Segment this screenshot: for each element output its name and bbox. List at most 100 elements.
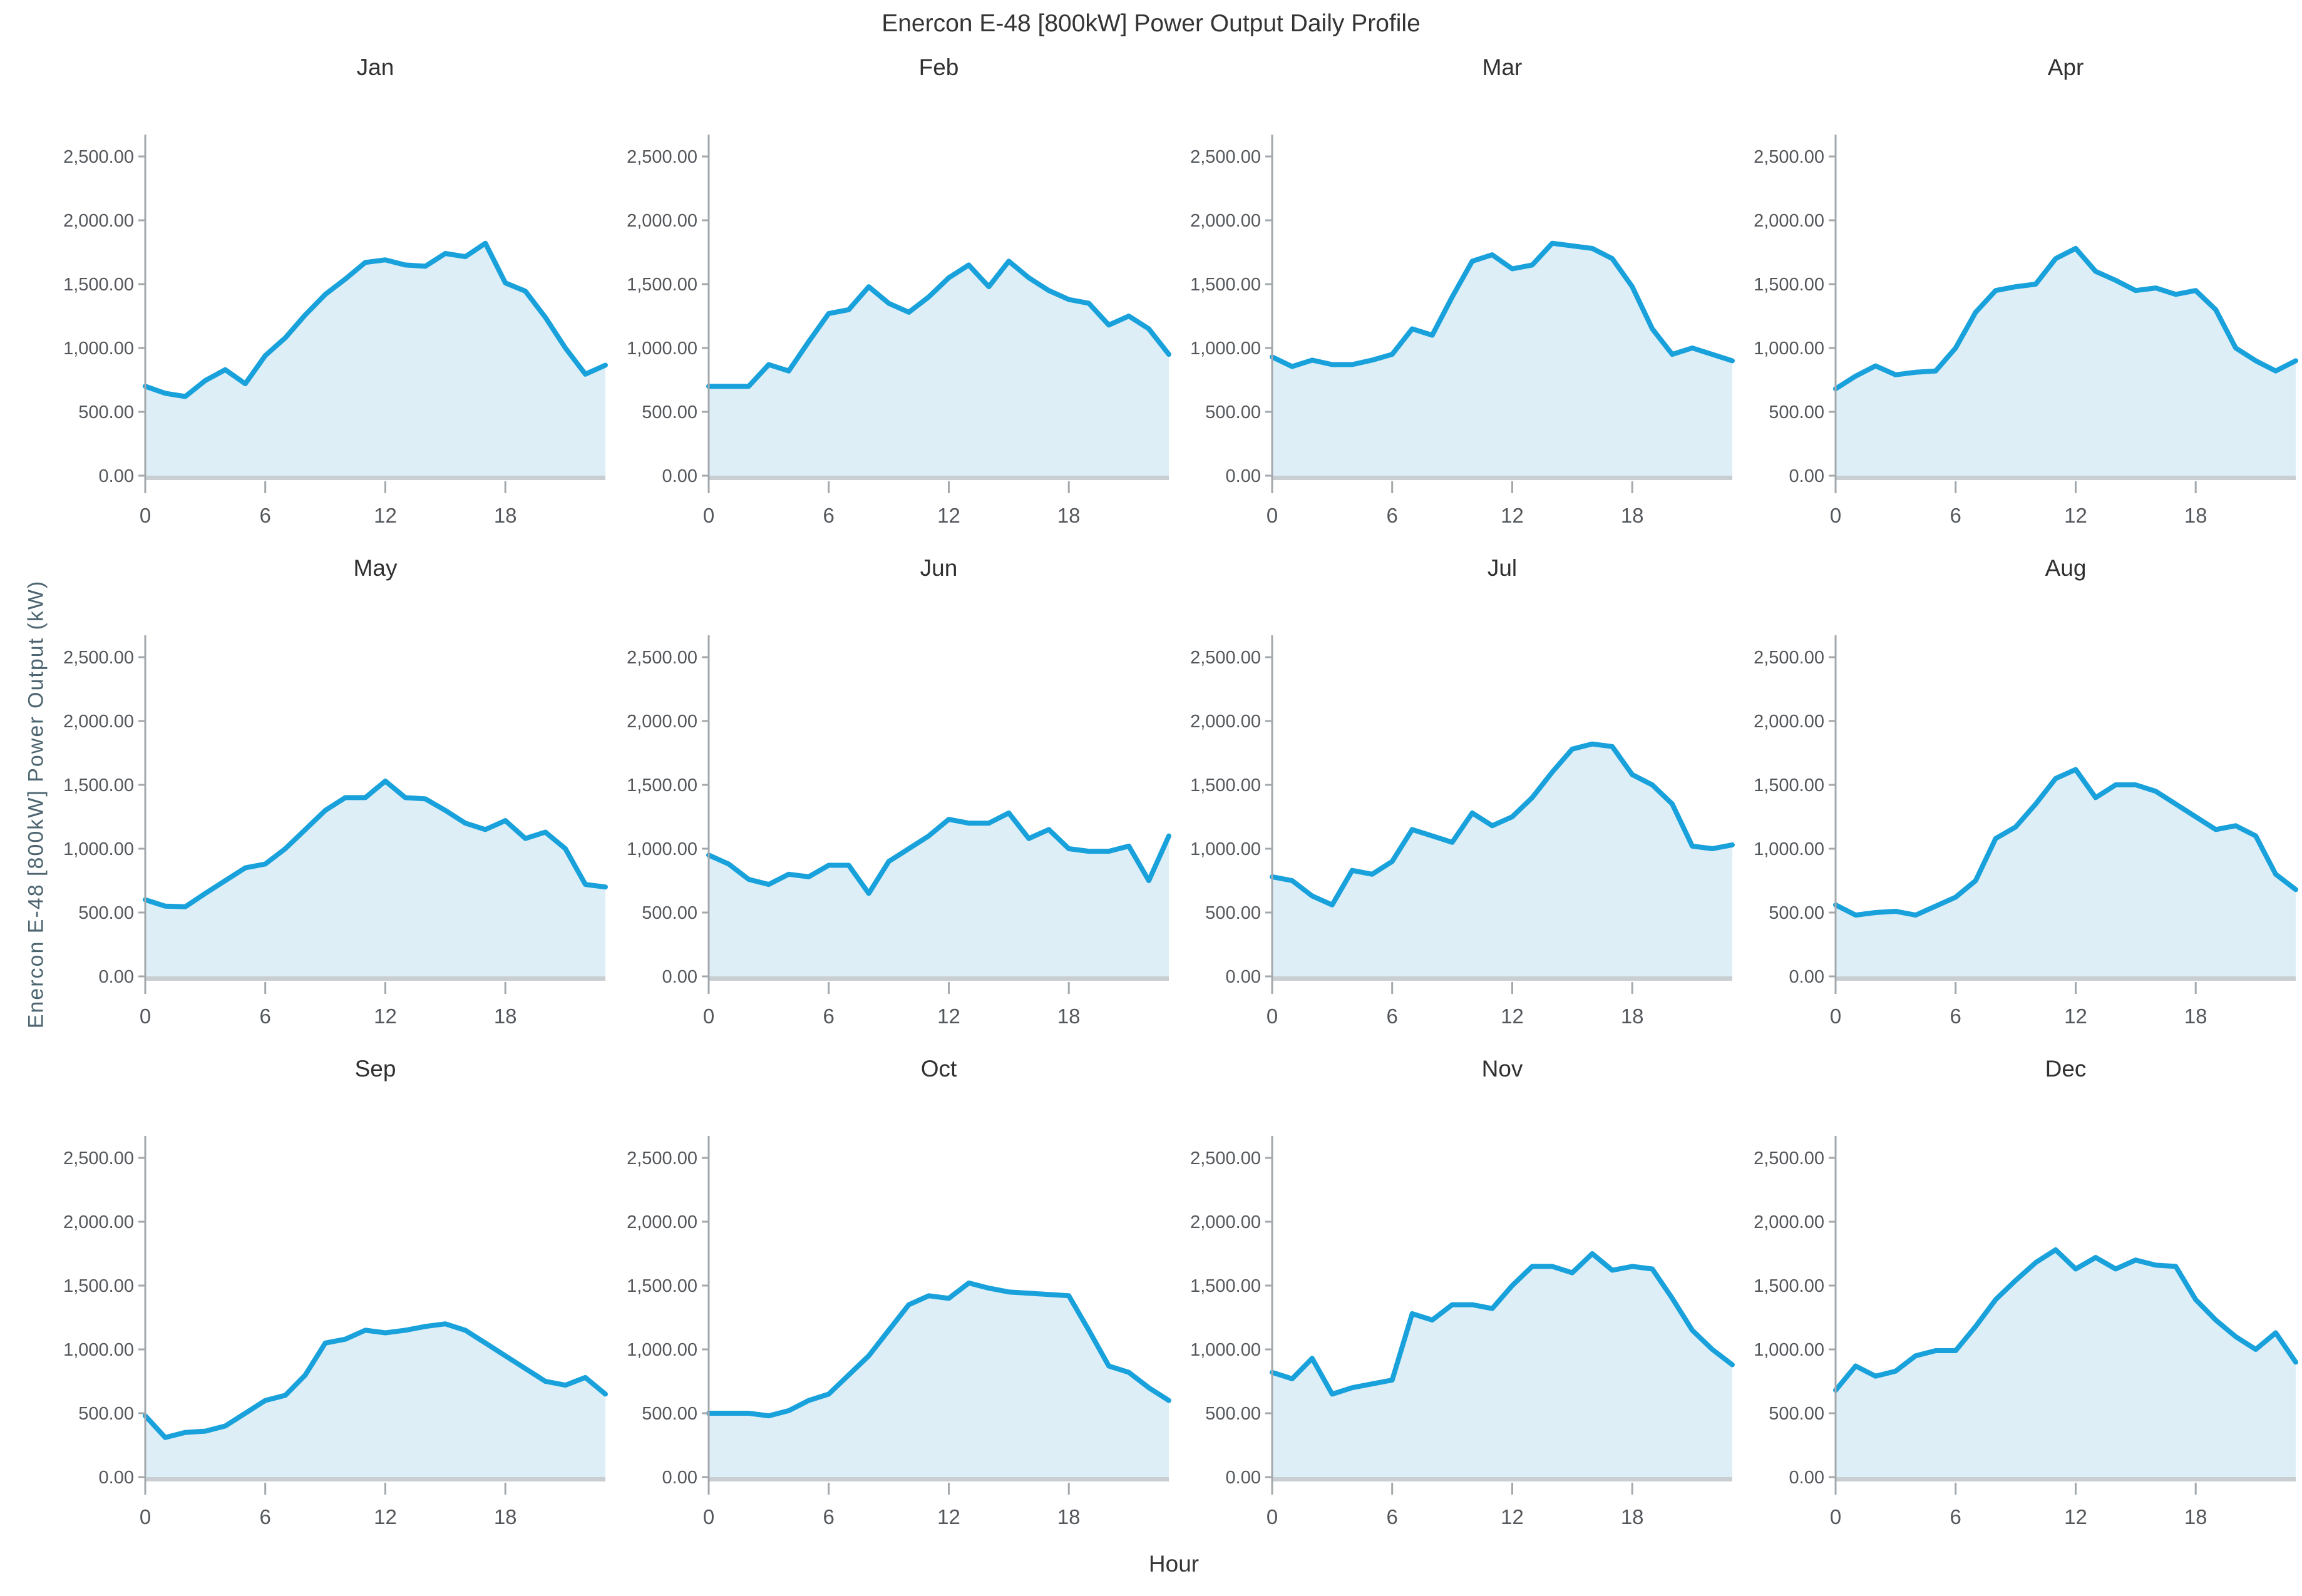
x-tick-label: 12 [374,1005,397,1028]
y-tick-label: 0.00 [1789,466,1824,486]
y-tick-label: 500.00 [1769,1404,1824,1424]
x-tick-label: 6 [1950,504,1961,527]
y-tick-label: 1,000.00 [1190,1340,1261,1360]
y-tick-label: 1,000.00 [627,1340,697,1360]
y-tick-label: 2,500.00 [1754,648,1824,668]
y-tick-label: 2,000.00 [63,712,134,732]
x-tick-label: 0 [140,1505,151,1528]
subplot-title-oct: Oct [920,1056,957,1082]
y-tick-label: 1,000.00 [627,839,697,859]
area-chart-jun: 0.00 500.00 1,000.00 1,500.00 2,000.00 2,500.… [627,635,1171,1028]
y-tick-label: 2,500.00 [63,1148,134,1169]
subplot-jul: 0.00 500.00 1,000.00 1,500.00 2,000.00 2,500.… [1180,548,1744,1048]
x-tick-label: 6 [823,1005,835,1028]
subplot-mar: 0.00 500.00 1,000.00 1,500.00 2,000.00 2,500.… [1180,47,1744,548]
area-fill [145,1324,605,1477]
area-fill [709,812,1169,976]
y-tick-label: 0.00 [1789,967,1824,987]
subplot-may: 0.00 500.00 1,000.00 1,500.00 2,000.00 2,500.… [53,548,617,1048]
subplot-title-may: May [353,555,398,581]
x-tick-label: 6 [1387,504,1398,527]
y-tick-label: 2,000.00 [1190,211,1261,231]
y-tick-label: 1,000.00 [63,339,134,359]
y-tick-label: 2,000.00 [627,712,697,732]
x-tick-label: 12 [937,1005,960,1028]
subplot-title-mar: Mar [1482,54,1523,80]
y-tick-label: 1,500.00 [1190,1276,1261,1296]
y-tick-label: 1,500.00 [1190,275,1261,295]
area-chart-jan: 0.00 500.00 1,000.00 1,500.00 2,000.00 2,500.… [63,135,608,527]
x-tick-label: 12 [2064,1005,2087,1028]
subplot-title-nov: Nov [1481,1056,1523,1082]
y-tick-label: 1,500.00 [1754,1276,1824,1296]
data-line [1833,245,2298,392]
x-tick-label: 12 [374,504,397,527]
y-tick-label: 1,000.00 [63,839,134,859]
y-tick-label: 0.00 [1226,967,1261,987]
y-tick-label: 500.00 [1769,402,1824,422]
area-chart-jul: 0.00 500.00 1,000.00 1,500.00 2,000.00 2,500.… [1190,635,1735,1028]
x-axis-label: Hour [1148,1551,1200,1577]
x-tick-label: 12 [1501,1005,1524,1028]
data-line [143,778,608,909]
subplot-title-aug: Aug [2045,555,2087,581]
x-tick-label: 12 [374,1505,397,1528]
x-tick-label: 18 [1057,1505,1081,1528]
data-line [706,258,1171,389]
x-tick-label: 6 [1387,1505,1398,1528]
x-tick-label: 0 [1267,1505,1278,1528]
x-tick-label: 18 [2184,1505,2207,1528]
y-tick-label: 2,000.00 [1754,211,1824,231]
y-tick-label: 2,000.00 [1190,1212,1261,1232]
y-tick-label: 500.00 [642,402,697,422]
y-tick-label: 2,000.00 [1754,1212,1824,1232]
subplot-dec: 0.00 500.00 1,000.00 1,500.00 2,000.00 2,500.… [1744,1048,2302,1549]
subplot-title-jul: Jul [1487,555,1518,581]
x-tick-label: 18 [2184,504,2207,527]
subplot-title-jun: Jun [920,555,958,581]
y-tick-label: 1,000.00 [63,1340,134,1360]
y-tick-label: 0.00 [99,967,134,987]
area-fill [1836,769,2296,976]
data-line [1833,767,2298,918]
x-tick-label: 12 [2064,504,2087,527]
y-tick-label: 2,500.00 [1190,147,1261,167]
subplot-title-apr: Apr [2047,54,2084,80]
area-chart-may: 0.00 500.00 1,000.00 1,500.00 2,000.00 2,500.… [63,635,608,1028]
x-tick-label: 0 [1830,1505,1841,1528]
y-tick-label: 500.00 [1205,402,1261,422]
y-tick-label: 1,500.00 [63,1276,134,1296]
subplot-sep: 0.00 500.00 1,000.00 1,500.00 2,000.00 2,500.… [53,1048,617,1549]
area-fill [709,261,1169,476]
y-tick-label: 1,000.00 [1754,339,1824,359]
x-tick-label: 0 [1267,504,1278,527]
y-tick-label: 0.00 [1226,466,1261,486]
data-line [706,1280,1171,1419]
x-tick-label: 12 [937,1505,960,1528]
y-tick-label: 1,000.00 [1190,339,1261,359]
area-fill [1836,248,2296,476]
x-tick-label: 0 [1830,1005,1841,1028]
data-line [143,240,608,399]
y-tick-label: 0.00 [1789,1468,1824,1488]
y-tick-label: 2,500.00 [1754,1148,1824,1169]
subplot-title-feb: Feb [918,54,959,80]
x-tick-label: 6 [260,1505,271,1528]
x-tick-label: 6 [260,504,271,527]
x-tick-label: 0 [703,1005,714,1028]
y-tick-label: 1,500.00 [63,275,134,295]
area-fill [1272,1254,1732,1477]
data-line [706,810,1171,896]
x-tick-label: 0 [703,504,714,527]
x-tick-label: 12 [1501,1505,1524,1528]
x-tick-label: 18 [494,1005,517,1028]
area-fill [1272,243,1732,476]
y-tick-label: 2,000.00 [627,211,697,231]
area-chart-mar: 0.00 500.00 1,000.00 1,500.00 2,000.00 2,500.… [1190,135,1735,527]
y-tick-label: 1,000.00 [1754,839,1824,859]
y-tick-label: 2,000.00 [627,1212,697,1232]
subplot-title-jan: Jan [356,54,394,80]
x-tick-label: 6 [1950,1005,1961,1028]
x-tick-label: 12 [2064,1505,2087,1528]
y-tick-label: 1,500.00 [627,275,697,295]
